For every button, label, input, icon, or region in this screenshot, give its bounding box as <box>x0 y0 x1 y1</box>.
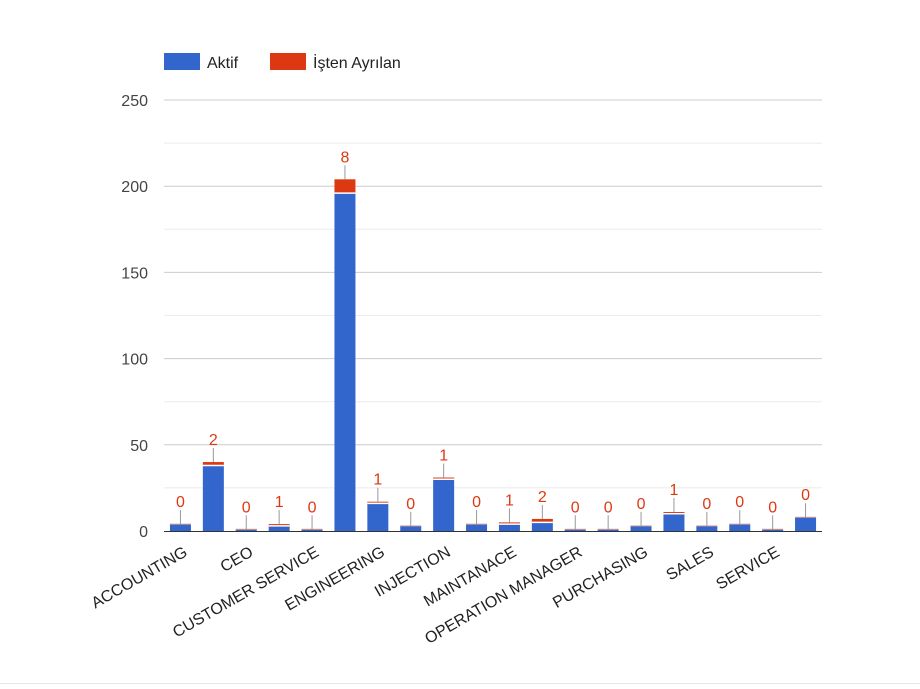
y-tick-label: 200 <box>121 179 148 196</box>
bar-aktif <box>169 524 191 531</box>
bar-isten-ayrilan <box>367 501 389 504</box>
bar-aktif <box>301 529 323 531</box>
bar-aktif <box>334 193 356 531</box>
bar-aktif <box>466 524 488 531</box>
annotation-label: 0 <box>637 496 646 513</box>
annotation-label: 0 <box>801 487 810 504</box>
bars <box>169 179 817 531</box>
annotation-label: 0 <box>604 499 613 516</box>
bar-isten-ayrilan <box>531 518 553 523</box>
annotation-label: 0 <box>406 496 415 513</box>
annotation-label: 2 <box>209 432 218 449</box>
annotation-label: 0 <box>571 499 580 516</box>
bar-isten-ayrilan <box>268 524 290 526</box>
annotation-label: 1 <box>669 482 678 499</box>
bar-isten-ayrilan <box>433 477 455 480</box>
x-tick-label: ACCOUNTING <box>89 544 191 613</box>
x-tick-label: SERVICE <box>714 544 783 594</box>
bar-aktif <box>498 524 520 531</box>
y-axis: 0 50 100 150 200 250 <box>121 93 148 541</box>
bar-isten-ayrilan <box>663 512 685 514</box>
bar-aktif <box>729 524 751 531</box>
annotation-label: 0 <box>768 499 777 516</box>
legend-label-0: Aktif <box>207 55 239 72</box>
bar-isten-ayrilan <box>334 179 356 194</box>
bar-aktif <box>762 529 784 531</box>
page-bottom-divider <box>0 683 920 684</box>
legend-swatch-1 <box>270 53 306 70</box>
annotation-label: 0 <box>472 494 481 511</box>
annotation-label: 0 <box>308 499 317 516</box>
y-tick-label: 50 <box>130 438 148 455</box>
bar-aktif <box>367 503 389 531</box>
y-tick-label: 0 <box>139 524 148 541</box>
annotation-label: 1 <box>439 448 448 465</box>
annotations: 0 2 0 1 0 8 1 0 1 0 1 2 0 0 0 1 0 0 0 0 <box>176 149 810 530</box>
bar-isten-ayrilan <box>202 462 224 466</box>
annotation-label: 1 <box>505 492 514 509</box>
bar-aktif <box>663 513 685 531</box>
legend-label-1: İşten Ayrılan <box>313 53 401 72</box>
y-tick-label: 250 <box>121 93 148 110</box>
bar-aktif <box>268 525 290 531</box>
annotation-label: 2 <box>538 489 547 506</box>
bar-aktif <box>433 479 455 531</box>
legend-swatch-0 <box>164 53 200 70</box>
bar-aktif <box>795 517 817 531</box>
y-tick-label: 100 <box>121 352 148 369</box>
bar-aktif <box>531 522 553 531</box>
annotation-label: 0 <box>242 499 251 516</box>
bar-aktif <box>564 529 586 531</box>
bar-aktif <box>400 525 422 531</box>
y-tick-label: 150 <box>121 265 148 282</box>
annotation-label: 8 <box>340 149 349 166</box>
annotation-label: 1 <box>373 472 382 489</box>
annotation-label: 1 <box>275 494 284 511</box>
bar-aktif <box>597 529 619 531</box>
x-tick-label: SALES <box>664 544 717 585</box>
x-tick-label: CEO <box>218 544 257 576</box>
bar-aktif <box>630 525 652 531</box>
annotation-label: 0 <box>702 496 711 513</box>
gridlines <box>164 99 822 489</box>
legend: Aktif İşten Ayrılan <box>164 53 401 72</box>
bar-isten-ayrilan <box>498 522 520 525</box>
annotation-label: 0 <box>176 494 185 511</box>
bar-aktif <box>696 525 718 531</box>
annotation-label: 0 <box>735 494 744 511</box>
bar-aktif <box>202 465 224 531</box>
bar-aktif <box>235 529 257 531</box>
